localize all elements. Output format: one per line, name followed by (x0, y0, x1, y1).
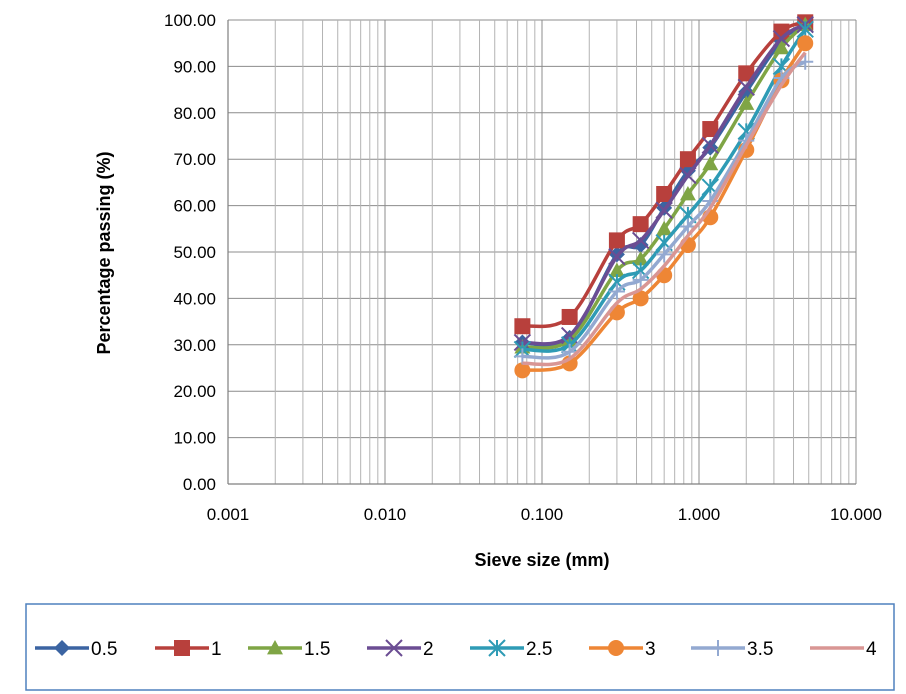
legend-marker (174, 640, 190, 656)
x-axis-title: Sieve size (mm) (474, 550, 609, 570)
x-tick-labels: 0.001 0.010 0.100 1.000 10.000 (207, 505, 882, 524)
legend-label: 0.5 (91, 639, 117, 660)
y-tick-labels: 0.00 10.00 20.00 30.00 40.00 50.00 60.00 70.00 8… (164, 11, 216, 494)
y-tick-label: 20.00 (173, 382, 216, 401)
y-tick-label: 80.00 (173, 104, 216, 123)
data-point (609, 232, 625, 248)
data-point (514, 318, 530, 334)
data-point (680, 151, 696, 167)
data-point (562, 309, 578, 325)
y-tick-label: 100.00 (164, 11, 216, 30)
y-tick-label: 10.00 (173, 429, 216, 448)
grid (228, 20, 856, 484)
legend-label: 3 (645, 639, 656, 660)
y-tick-label: 60.00 (173, 197, 216, 216)
data-point (633, 216, 649, 232)
x-tick-label: 1.000 (678, 505, 721, 524)
legend-label: 2 (423, 639, 434, 660)
x-tick-label: 0.001 (207, 505, 250, 524)
legend-marker (608, 640, 624, 656)
y-axis-title: Percentage passing (%) (94, 151, 114, 354)
legend-label: 3.5 (747, 639, 773, 660)
data-point (797, 35, 813, 51)
x-tick-label: 10.000 (830, 505, 882, 524)
y-tick-label: 70.00 (173, 150, 216, 169)
legend-label: 4 (866, 639, 877, 660)
x-tick-label: 0.100 (521, 505, 564, 524)
y-tick-label: 30.00 (173, 336, 216, 355)
y-tick-label: 40.00 (173, 289, 216, 308)
legend-label: 1 (211, 639, 222, 660)
y-tick-label: 90.00 (173, 57, 216, 76)
y-tick-label: 50.00 (173, 243, 216, 262)
y-tick-label: 0.00 (183, 475, 216, 494)
x-tick-label: 0.010 (364, 505, 407, 524)
legend-label: 1.5 (304, 639, 330, 660)
legend-label: 2.5 (526, 639, 552, 660)
